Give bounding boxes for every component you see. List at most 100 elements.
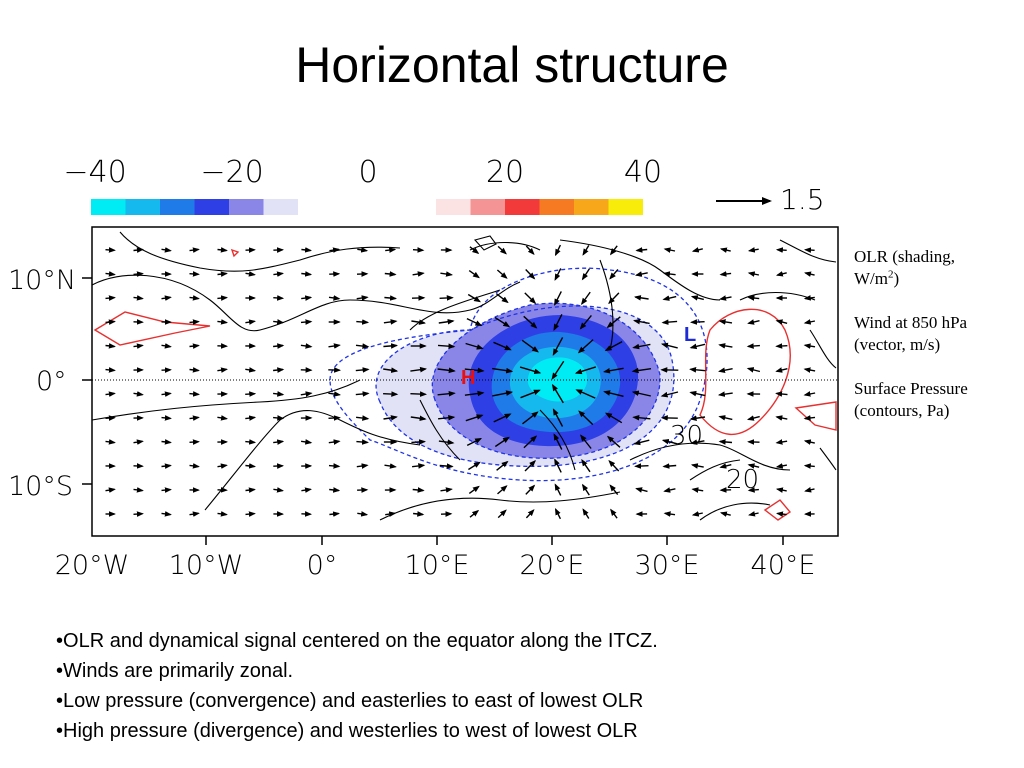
wind-vector-arrow (161, 343, 172, 349)
wind-vector-arrow (775, 463, 788, 469)
colorbar-swatch (91, 199, 126, 215)
wind-vector-arrow (189, 511, 200, 517)
wind-vector-arrow (632, 343, 651, 350)
colorbar-swatch (125, 199, 160, 215)
wind-vector-arrow (301, 439, 313, 445)
wind-vector-arrow (133, 271, 144, 277)
wind-vector-arrow (521, 339, 539, 353)
wind-vector-arrow (189, 439, 200, 445)
wind-vector-arrow (105, 247, 116, 253)
wind-vector-arrow (301, 271, 313, 277)
contour-label: 20 (726, 465, 759, 495)
wind-vector-arrow (719, 295, 732, 301)
wind-vector-arrow (189, 295, 200, 301)
wind-vector-arrow (554, 291, 562, 306)
wind-vector-arrow (718, 367, 733, 373)
wind-vector-arrow (189, 247, 200, 253)
wind-vector-arrow (384, 295, 397, 301)
wind-vector-arrow (411, 439, 426, 445)
olr-wind-pressure-map: −40 −20 0 20 40 1.5 (8, 155, 839, 580)
wind-vector-arrow (411, 319, 426, 325)
wind-vector-arrow (329, 487, 341, 493)
wind-vector-arrow (554, 458, 562, 473)
reference-vector-label: 1.5 (780, 183, 825, 216)
wind-vector-arrow (133, 343, 144, 349)
wind-vector-arrow (161, 439, 172, 445)
wind-vector-arrow (803, 367, 816, 373)
wind-vector-arrow (356, 295, 369, 301)
wind-vector-arrow (412, 271, 425, 277)
wind-vector-arrow (634, 463, 649, 469)
wind-vector-arrow (161, 391, 172, 397)
colorbar-tick-label: −40 (63, 155, 126, 190)
wind-vector-arrow (718, 415, 733, 421)
longitude-labels: 20°W 10°W 0° 10°E 20°E 30°E 40°E (55, 550, 816, 580)
wind-vector-arrow (554, 483, 562, 496)
wind-vector-arrow (775, 391, 788, 397)
wind-vector-arrow (438, 414, 456, 421)
wind-vector-arrow (582, 508, 590, 519)
wind-vector-arrow (663, 271, 676, 277)
wind-vector-arrow (133, 511, 144, 517)
colorbar-swatch (574, 199, 609, 215)
colorbar-swatch (470, 199, 505, 215)
wind-vector-arrow (245, 319, 256, 325)
wind-vector-arrow (803, 391, 816, 397)
wind-vector-arrow (580, 434, 592, 449)
wind-vector-arrow (804, 271, 815, 277)
lon-label: 20°E (520, 550, 585, 580)
wind-vector-arrow (383, 319, 398, 325)
wind-vector-arrow (775, 247, 787, 253)
wind-vector-arrow (746, 343, 760, 349)
wind-vector-arrow (189, 367, 200, 373)
wind-vector-arrow (775, 415, 788, 421)
wind-vector-arrow (581, 483, 590, 496)
wind-vector-arrow (468, 485, 480, 494)
wind-vector-arrow (635, 487, 648, 493)
wind-vector-arrow (747, 487, 759, 493)
wind-vector-arrow (328, 391, 341, 397)
wind-vector-arrow (384, 463, 397, 469)
wind-vector-arrow (105, 391, 116, 397)
colorbar-positive (436, 199, 643, 215)
lat-label: 10°S (8, 471, 73, 502)
wind-vector-arrow (468, 461, 481, 471)
wind-vector-arrow (440, 271, 453, 277)
wind-vector-arrow (691, 511, 703, 517)
wind-vector-arrow (553, 433, 563, 450)
wind-vector-arrow (608, 292, 620, 305)
wind-vector-arrow (412, 247, 425, 253)
wind-vector-arrow (634, 271, 648, 277)
wind-vector-arrow (383, 415, 398, 421)
wind-vector-arrow (746, 415, 760, 421)
wind-vector-arrow (606, 435, 621, 448)
wind-vector-arrow (385, 247, 397, 253)
wind-vector-arrow (689, 390, 706, 397)
colorbar-swatch (263, 199, 298, 215)
wind-vector-arrow (719, 247, 731, 253)
wind-vector-arrow (775, 439, 788, 445)
wind-vector-arrow (300, 391, 313, 397)
wind-vector-arrow (634, 295, 649, 301)
wind-vector-arrow (492, 390, 514, 397)
wind-vector-arrow (438, 439, 455, 445)
wind-vector-arrow (577, 339, 594, 354)
wind-vector-arrow (383, 391, 399, 397)
colorbar-tick-label: 40 (624, 155, 662, 190)
wind-vector-arrow (525, 269, 536, 280)
wind-vector-arrow (747, 319, 760, 325)
wind-vector-arrow (161, 463, 172, 469)
wind-vector-arrow (497, 245, 507, 255)
wind-vector-arrow (523, 435, 538, 449)
wind-vector-arrow (493, 341, 512, 351)
lon-label: 0° (307, 550, 338, 580)
wind-vector-arrow (469, 509, 480, 518)
lon-label: 20°W (55, 550, 130, 580)
lon-label: 10°W (169, 550, 244, 580)
wind-vector-arrow (522, 411, 539, 425)
wind-vector-arrow (689, 367, 706, 373)
wind-vector-arrow (440, 487, 453, 493)
wind-vector-arrow (245, 271, 256, 277)
wind-vector-arrow (355, 391, 370, 397)
wind-vector-arrow (161, 511, 172, 517)
